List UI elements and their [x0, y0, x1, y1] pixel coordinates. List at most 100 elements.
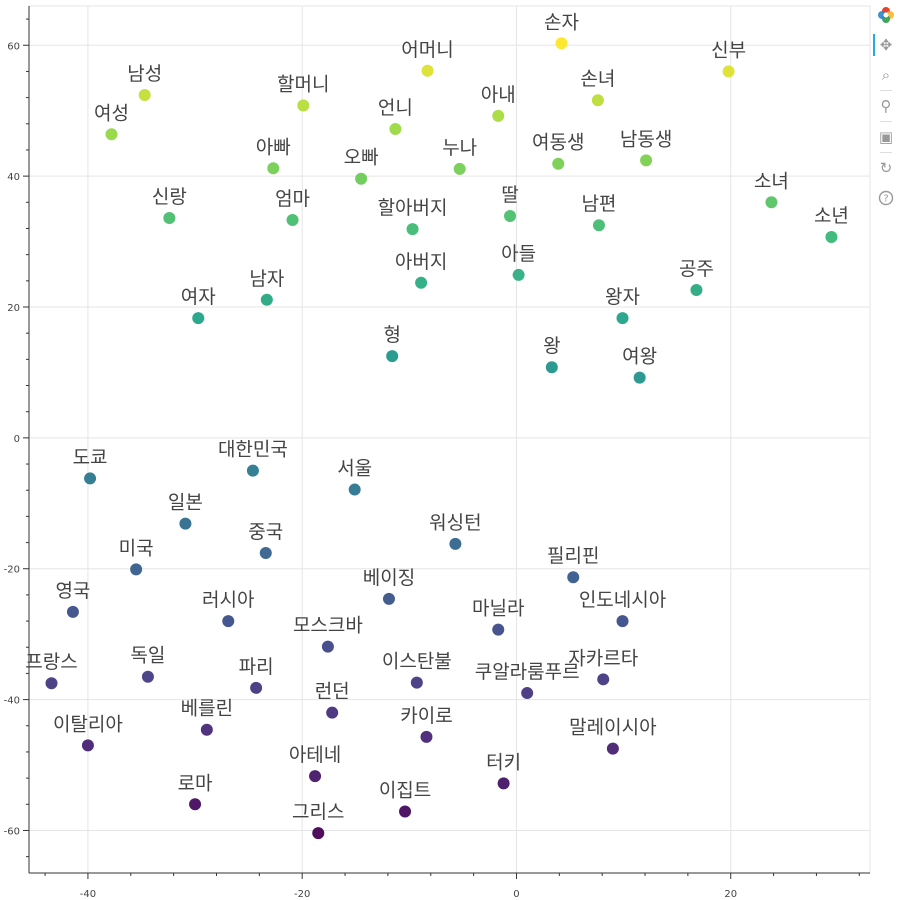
data-points	[45, 37, 838, 840]
data-point[interactable]	[492, 623, 505, 636]
data-point[interactable]	[640, 154, 653, 167]
data-point[interactable]	[389, 123, 402, 136]
save-icon[interactable]: ▣	[878, 128, 894, 146]
data-point[interactable]	[591, 94, 604, 107]
toolbar-divider	[880, 152, 892, 153]
y-tick-label: -40	[4, 696, 20, 707]
y-tick-label: -60	[4, 826, 20, 837]
x-tick-label: -20	[294, 889, 310, 900]
point-label: 여자	[181, 286, 216, 308]
point-label: 여성	[94, 102, 129, 124]
point-label: 쿠알라룸푸르	[475, 661, 580, 683]
data-point[interactable]	[616, 312, 629, 325]
data-point[interactable]	[200, 723, 213, 736]
data-point[interactable]	[81, 739, 94, 752]
data-point[interactable]	[552, 157, 565, 170]
data-point[interactable]	[567, 571, 580, 584]
data-point[interactable]	[504, 210, 517, 223]
data-point[interactable]	[141, 670, 154, 683]
data-point[interactable]	[633, 371, 646, 384]
data-point[interactable]	[765, 196, 778, 209]
help-icon[interactable]: ?	[875, 187, 897, 209]
data-point[interactable]	[222, 615, 235, 628]
point-label: 중국	[248, 521, 283, 543]
point-label: 이탈리아	[53, 713, 123, 735]
data-point[interactable]	[410, 676, 423, 689]
data-point[interactable]	[512, 268, 525, 281]
data-point[interactable]	[260, 293, 273, 306]
point-label: 왕	[543, 335, 560, 357]
data-point[interactable]	[399, 805, 412, 818]
data-point[interactable]	[492, 109, 505, 122]
data-point[interactable]	[309, 770, 322, 783]
data-point[interactable]	[250, 681, 263, 694]
point-label: 말레이시아	[569, 717, 656, 739]
data-point[interactable]	[420, 730, 433, 743]
data-point[interactable]	[497, 777, 510, 790]
data-point[interactable]	[355, 172, 368, 185]
data-point[interactable]	[415, 276, 428, 289]
wheel-zoom-icon[interactable]: ⚲	[880, 97, 892, 115]
data-point[interactable]	[105, 128, 118, 141]
point-label: 모스크바	[293, 615, 363, 637]
data-point[interactable]	[326, 706, 339, 719]
point-label: 공주	[679, 258, 714, 280]
data-point[interactable]	[179, 517, 192, 530]
point-label: 독일	[130, 645, 165, 667]
data-point[interactable]	[521, 687, 534, 700]
data-point[interactable]	[606, 742, 619, 755]
data-point[interactable]	[597, 673, 610, 686]
data-point[interactable]	[421, 64, 434, 77]
data-point[interactable]	[386, 350, 399, 363]
data-point[interactable]	[545, 361, 558, 374]
box-zoom-icon[interactable]: ⌕	[881, 66, 891, 84]
point-label: 로마	[178, 772, 213, 794]
point-label: 엄마	[275, 188, 310, 210]
data-point[interactable]	[297, 99, 310, 112]
data-point[interactable]	[192, 312, 205, 325]
data-point[interactable]	[453, 162, 466, 175]
point-label: 남성	[127, 63, 162, 85]
point-label: 베를린	[181, 698, 233, 720]
point-label: 서울	[337, 458, 372, 480]
data-point[interactable]	[130, 563, 143, 576]
point-label: 형	[383, 324, 400, 346]
data-point[interactable]	[286, 213, 299, 226]
tick-labels: -40 -20 0 20 -60 -40 -20 0 20 40 60	[4, 41, 737, 900]
data-point[interactable]	[348, 483, 361, 496]
data-point[interactable]	[246, 464, 259, 477]
data-point[interactable]	[189, 798, 202, 811]
point-label: 필리핀	[547, 545, 599, 567]
data-point[interactable]	[45, 677, 58, 690]
data-point[interactable]	[690, 283, 703, 296]
point-label: 할머니	[277, 73, 329, 95]
data-point[interactable]	[406, 223, 419, 236]
data-point[interactable]	[825, 230, 838, 243]
data-point[interactable]	[312, 827, 325, 840]
svg-text:?: ?	[883, 194, 888, 205]
data-point[interactable]	[259, 547, 272, 560]
point-label: 신부	[711, 39, 746, 61]
data-point[interactable]	[555, 37, 568, 50]
point-label: 소녀	[754, 170, 789, 192]
bokeh-logo-icon[interactable]	[875, 4, 897, 26]
data-point[interactable]	[592, 219, 605, 232]
point-label: 그리스	[292, 801, 344, 823]
data-point[interactable]	[449, 537, 462, 550]
data-point[interactable]	[138, 88, 151, 101]
data-point[interactable]	[722, 65, 735, 78]
point-label: 누나	[442, 137, 477, 159]
point-label: 오빠	[344, 147, 379, 169]
point-label: 여동생	[532, 132, 584, 154]
data-point[interactable]	[84, 472, 97, 485]
y-tick-label: 0	[14, 434, 20, 445]
data-point[interactable]	[66, 605, 79, 618]
data-point[interactable]	[163, 212, 176, 225]
data-point[interactable]	[321, 640, 334, 653]
data-point[interactable]	[267, 162, 280, 175]
pan-icon[interactable]: ✥	[873, 34, 897, 56]
data-point[interactable]	[382, 592, 395, 605]
reset-icon[interactable]: ↻	[879, 159, 893, 177]
data-point[interactable]	[616, 615, 629, 628]
